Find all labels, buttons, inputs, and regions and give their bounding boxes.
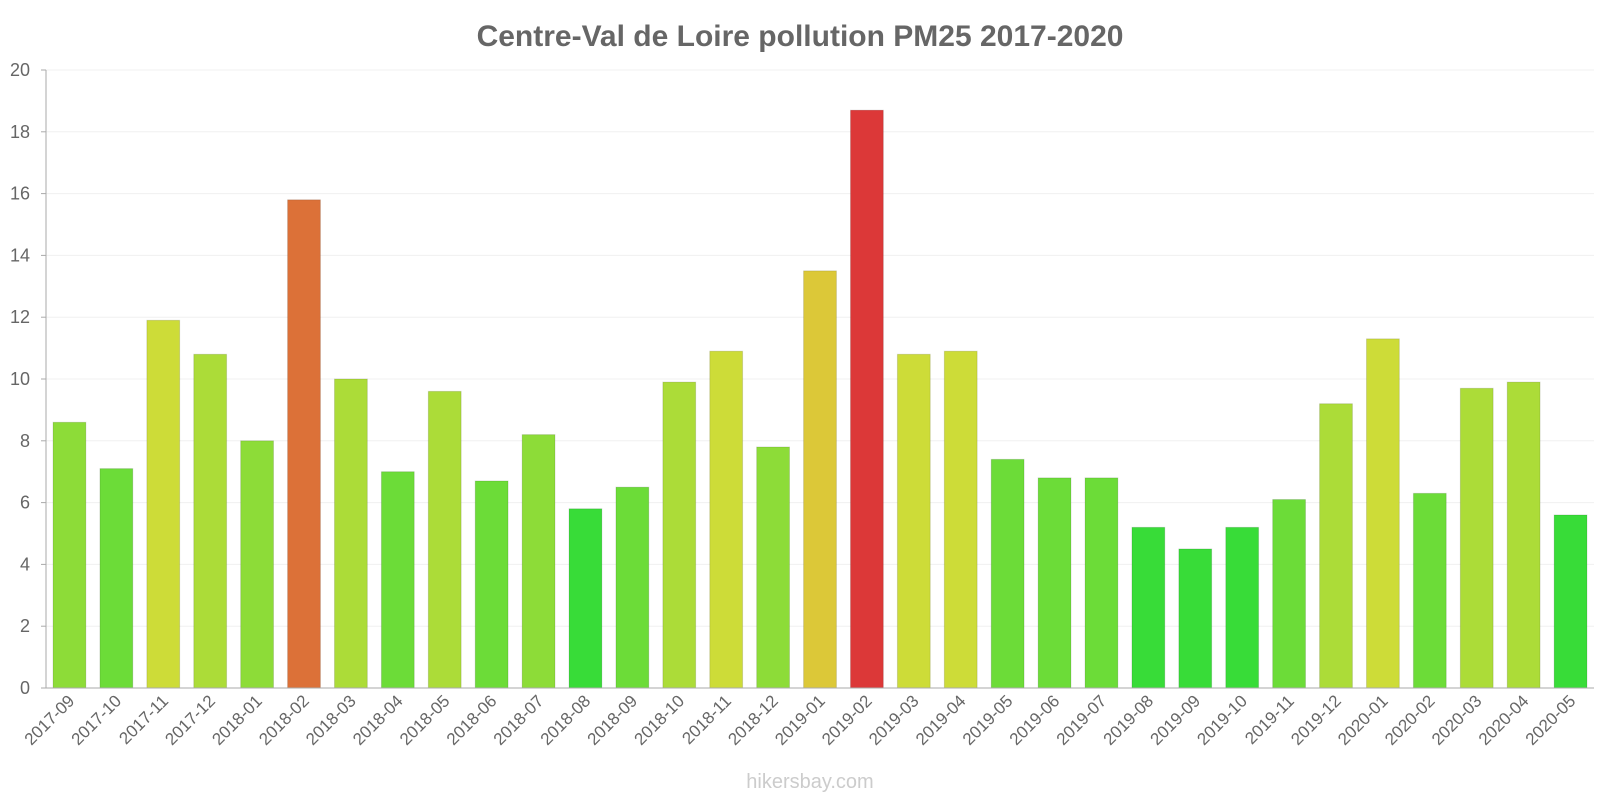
bar-2018-04 <box>380 471 415 689</box>
x-tick-label: 2018-01 <box>208 691 266 749</box>
chart-title: Centre-Val de Loire pollution PM25 2017-… <box>477 20 1124 53</box>
x-tick-label: 2020-04 <box>1475 691 1533 749</box>
bar-2018-02 <box>287 199 321 689</box>
x-tick-label: 2019-11 <box>1241 691 1298 748</box>
bar-2019-10 <box>1225 526 1260 689</box>
x-tick-label: 2020-03 <box>1428 691 1486 749</box>
x-tick-label: 2018-02 <box>255 691 313 749</box>
bar-2020-01 <box>1365 338 1400 689</box>
bar-2018-11 <box>709 350 744 689</box>
x-tick-label: 2020-01 <box>1334 691 1392 749</box>
bar-2019-07 <box>1084 477 1119 689</box>
bar-2019-09 <box>1178 548 1213 689</box>
y-tick-label: 20 <box>10 60 30 80</box>
x-tick-label: 2019-08 <box>1100 691 1158 749</box>
y-tick-label: 8 <box>20 431 30 451</box>
y-tick-label: 14 <box>10 245 30 265</box>
x-axis-ticks: 2017-092017-102017-112017-122018-012018-… <box>21 691 1580 749</box>
bar-2018-08 <box>568 508 603 689</box>
watermark-text: hikersbay.com <box>746 771 873 793</box>
x-tick-label: 2018-05 <box>396 691 454 749</box>
bar-2018-09 <box>615 486 650 689</box>
x-tick-label: 2018-03 <box>302 691 360 749</box>
y-tick-label: 6 <box>20 493 30 513</box>
bar-2018-07 <box>521 434 556 689</box>
x-tick-label: 2017-12 <box>161 691 219 749</box>
bar-2020-05 <box>1553 514 1588 689</box>
x-tick-label: 2017-11 <box>115 691 172 748</box>
bar-2019-04 <box>943 350 978 689</box>
bar-2020-02 <box>1412 492 1447 689</box>
x-tick-label: 2019-09 <box>1147 691 1205 749</box>
bars-group <box>52 109 1588 689</box>
bar-2018-01 <box>240 440 275 689</box>
bar-2019-12 <box>1319 403 1353 689</box>
y-tick-label: 0 <box>20 678 30 698</box>
bar-2018-03 <box>333 378 368 689</box>
y-axis-ticks: 0 2 4 6 8 10 12 14 16 18 20 <box>10 60 46 698</box>
y-tick-label: 12 <box>10 307 30 327</box>
bar-2019-05 <box>990 458 1025 689</box>
y-tick-label: 10 <box>10 369 30 389</box>
x-tick-label: 2020-05 <box>1522 691 1580 749</box>
x-tick-label: 2019-04 <box>912 691 970 749</box>
bar-2019-11 <box>1272 499 1307 689</box>
bar-2017-09 <box>52 421 87 689</box>
bar-2019-06 <box>1037 477 1072 689</box>
bar-2017-12 <box>193 353 228 689</box>
x-tick-label: 2019-05 <box>959 691 1017 749</box>
bar-2019-01 <box>803 270 837 689</box>
x-tick-label: 2018-11 <box>678 691 735 748</box>
x-tick-label: 2019-12 <box>1287 691 1345 749</box>
x-tick-label: 2019-10 <box>1193 691 1251 749</box>
bar-2017-10 <box>99 468 134 689</box>
x-tick-label: 2019-01 <box>771 691 829 749</box>
y-tick-label: 18 <box>10 122 30 142</box>
x-tick-label: 2018-07 <box>490 691 548 749</box>
bar-2017-11 <box>146 319 181 689</box>
x-tick-label: 2017-09 <box>21 691 79 749</box>
x-tick-label: 2019-07 <box>1053 691 1111 749</box>
x-tick-label: 2018-08 <box>537 691 595 749</box>
x-tick-label: 2018-12 <box>724 691 782 749</box>
bar-2019-02 <box>849 109 884 689</box>
x-tick-label: 2019-02 <box>818 691 876 749</box>
y-tick-label: 4 <box>20 554 30 574</box>
bar-2019-03 <box>896 353 931 689</box>
x-tick-label: 2019-06 <box>1006 691 1064 749</box>
bar-2018-06 <box>474 480 509 689</box>
x-tick-label: 2018-09 <box>584 691 642 749</box>
y-tick-label: 16 <box>10 184 30 204</box>
x-tick-label: 2018-10 <box>631 691 689 749</box>
bar-2020-03 <box>1459 387 1494 689</box>
y-tick-label: 2 <box>20 616 30 636</box>
bar-2018-10 <box>662 381 697 689</box>
x-tick-label: 2018-06 <box>443 691 501 749</box>
bar-2019-08 <box>1131 526 1166 689</box>
x-tick-label: 2019-03 <box>865 691 923 749</box>
bar-2020-04 <box>1506 381 1541 689</box>
x-tick-label: 2017-10 <box>68 691 126 749</box>
x-tick-label: 2020-02 <box>1381 691 1439 749</box>
bar-2018-05 <box>427 390 462 689</box>
bar-2018-12 <box>756 446 791 689</box>
x-tick-label: 2018-04 <box>349 691 407 749</box>
